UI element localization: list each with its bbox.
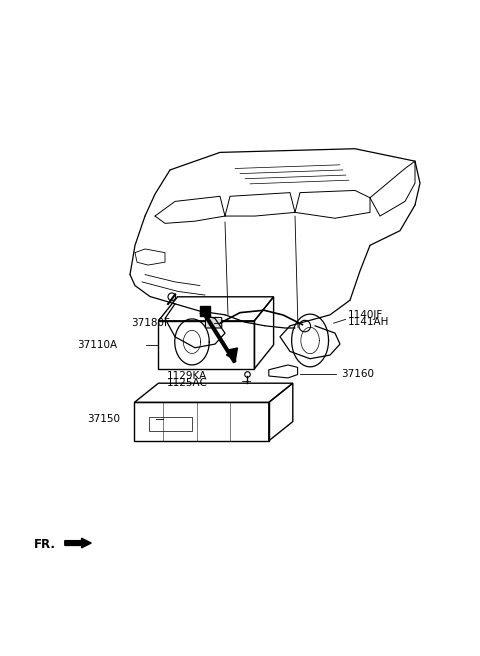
Text: 1125AC: 1125AC [167, 379, 207, 388]
Text: 37110A: 37110A [77, 340, 118, 350]
Polygon shape [227, 348, 238, 362]
Text: 37160: 37160 [341, 369, 374, 379]
Text: FR.: FR. [34, 538, 56, 551]
FancyBboxPatch shape [205, 318, 222, 328]
Text: 37150: 37150 [87, 414, 120, 424]
Text: 37180F: 37180F [132, 318, 170, 328]
Text: 1129KA: 1129KA [167, 371, 207, 381]
Text: 1140JF: 1140JF [348, 310, 383, 319]
Polygon shape [65, 541, 84, 545]
Text: 1141AH: 1141AH [348, 317, 389, 327]
Polygon shape [82, 538, 91, 548]
